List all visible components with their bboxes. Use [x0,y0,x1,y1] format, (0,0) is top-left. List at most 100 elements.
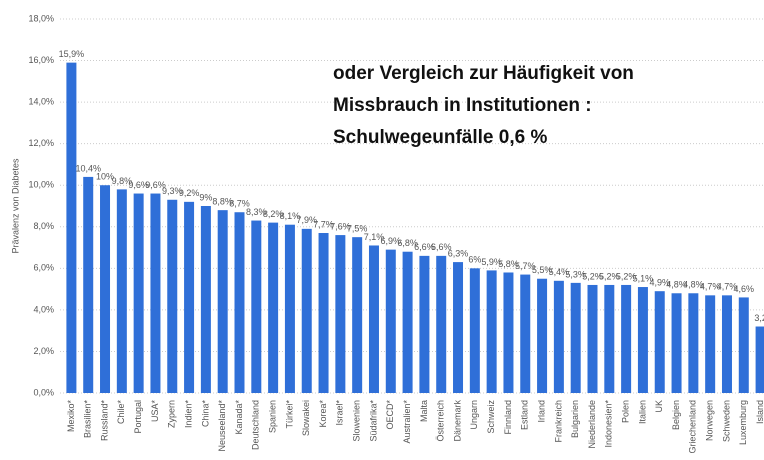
value-label: 7,1% [364,232,385,242]
value-label: 4,6% [734,284,755,294]
bar [385,249,396,393]
value-label: 5,2% [599,271,620,281]
bar [301,228,312,393]
bar [570,282,581,393]
bar [116,189,127,393]
value-label: 5,2% [582,271,603,281]
y-tick-label: 2,0% [33,346,54,356]
value-label: 5,4% [549,267,570,277]
value-label: 7,9% [296,215,317,225]
bar [637,287,648,393]
annotation: Schulwegeunfälle 0,6 % [333,127,547,148]
bar [419,255,430,393]
annotation: oder Vergleich zur Häufigkeit von [333,63,634,84]
x-tick-label: Zypern [167,400,177,428]
x-tick-label: USA* [150,400,160,423]
x-tick-label: Türkei* [284,400,294,429]
bar [133,193,144,393]
x-tick-label: Dänemark [452,400,462,442]
x-tick-label: Spanien [267,400,277,433]
bar [200,206,211,393]
value-label: 8,1% [280,211,301,221]
value-label: 3,2 [754,313,764,323]
value-label: 4,7% [717,282,738,292]
bar [469,268,480,393]
bar [486,270,497,393]
x-tick-label: Korea* [318,400,328,428]
x-tick-label: Schweden [721,400,731,442]
x-tick-label: Deutschland [251,400,261,450]
value-label: 6,8% [397,238,418,248]
value-label: 9,6% [128,180,149,190]
value-label: 6% [468,255,481,265]
value-label: 5,7% [515,261,536,271]
value-label: 6,6% [431,242,452,252]
value-label: 4,9% [649,278,670,288]
value-label: 10% [96,172,114,182]
bar [100,185,111,393]
value-label: 4,7% [700,282,721,292]
x-tick-label: China* [200,400,210,428]
x-tick-label: Schweiz [486,400,496,434]
bar [167,199,178,393]
value-label: 6,6% [414,242,435,252]
x-tick-label: Niederlande [587,400,597,449]
value-label: 9,3% [162,186,183,196]
bar [671,293,682,393]
bar [654,291,665,393]
y-tick-label: 6,0% [33,263,54,273]
bar [604,284,615,393]
y-tick-label: 12,0% [28,138,54,148]
bar [318,233,329,393]
x-tick-label: Russland* [99,400,109,442]
x-tick-label: Malta [419,400,429,422]
value-label: 5,5% [532,265,553,275]
value-label: 10,4% [75,163,101,173]
value-label: 7,5% [347,224,368,234]
value-label: 5,1% [633,273,654,283]
x-tick-label: Australien* [402,400,412,444]
value-label: 5,2% [616,271,637,281]
x-tick-label: Indien* [183,400,193,429]
x-tick-label: Norwegen [705,400,715,441]
value-label: 7,7% [313,219,334,229]
bar [83,176,94,393]
x-tick-label: Österreich [436,400,446,442]
bar [251,220,262,393]
bar [368,245,379,393]
x-tick-label: Frankreich [553,400,563,443]
y-tick-label: 16,0% [28,55,54,65]
x-tick-label: Ungarn [469,400,479,430]
value-label: 5,8% [498,259,519,269]
x-tick-label: Slowakei [301,400,311,436]
bar [234,212,245,393]
value-label: 7,6% [330,221,351,231]
y-tick-label: 10,0% [28,180,54,190]
x-tick-label: Polen [620,400,630,423]
x-tick-label: Indonesien* [604,400,614,448]
x-tick-label: Italien [637,400,647,424]
bar [553,280,564,393]
bar [621,284,632,393]
y-tick-label: 4,0% [33,304,54,314]
bar [688,293,699,393]
bar [402,251,413,393]
x-tick-label: Kanada* [234,400,244,435]
x-tick-label: Portugal [133,400,143,434]
bar [587,284,598,393]
x-tick-label: Estland [520,400,530,430]
x-tick-label: Belgien [671,400,681,430]
x-tick-label: Neuseeland* [217,400,227,452]
x-tick-label: Mexiko* [66,400,76,433]
bar [755,326,764,393]
bar [721,295,732,393]
x-tick-label: Slowenien [352,400,362,442]
bar [453,262,464,393]
bar [352,237,363,393]
y-tick-label: 0,0% [33,387,54,397]
bar [738,297,749,393]
value-label: 8,3% [246,207,267,217]
x-tick-label: Griechenland [688,400,698,454]
x-tick-label: Südafrika* [368,400,378,442]
